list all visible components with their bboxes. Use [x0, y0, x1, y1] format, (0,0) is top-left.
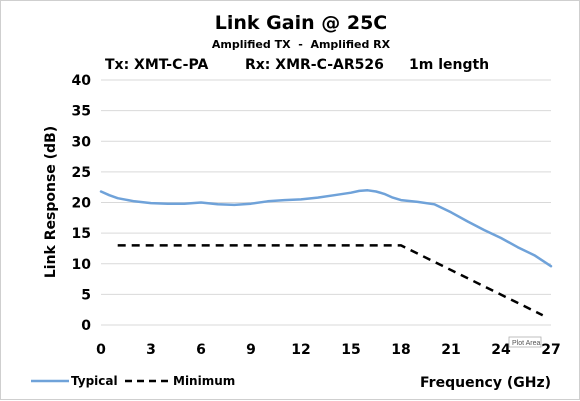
tx-label: Tx: XMT-C-PA — [105, 57, 208, 73]
x-tick-label: 12 — [291, 342, 310, 358]
x-tick-label: 3 — [146, 342, 156, 358]
series-lines — [99, 189, 553, 317]
rx-label: Rx: XMR-C-AR526 — [245, 57, 384, 73]
y-tick-label: 35 — [72, 104, 91, 120]
plot-area-tooltip: Plot Area — [508, 336, 542, 348]
chart-subtitle: Amplified TX - Amplified RX — [212, 38, 391, 51]
x-tick-label: 9 — [246, 342, 256, 358]
y-tick-label: 40 — [72, 73, 92, 89]
series-line-typical — [99, 189, 553, 268]
plot-area-tooltip-text: Plot Area — [512, 340, 541, 347]
y-tick-label: 25 — [72, 165, 91, 181]
y-tick-label: 30 — [72, 134, 92, 150]
legend: Typical Minimum — [31, 374, 235, 388]
x-tick-label: 18 — [391, 342, 410, 358]
x-tick-label: 27 — [541, 342, 560, 358]
x-tick-labels: 0 3 6 9 12 15 18 21 24 27 — [96, 342, 561, 358]
length-label: 1m length — [409, 57, 489, 73]
y-axis-title: Link Response (dB) — [43, 126, 59, 278]
y-tick-labels: 0 5 10 15 20 25 30 35 40 — [72, 73, 92, 334]
legend-typical-label: Typical — [71, 374, 118, 388]
y-tick-label: 20 — [72, 196, 92, 212]
x-tick-label: 6 — [196, 342, 206, 358]
x-tick-label: 21 — [441, 342, 460, 358]
y-tick-label: 0 — [81, 318, 91, 334]
legend-minimum-label: Minimum — [173, 374, 235, 388]
series-line-minimum — [117, 244, 544, 317]
y-tick-label: 5 — [81, 287, 91, 303]
x-tick-label: 15 — [341, 342, 360, 358]
y-tick-label: 10 — [72, 257, 92, 273]
y-tick-label: 15 — [72, 226, 91, 242]
x-tick-label: 0 — [96, 342, 106, 358]
x-axis-title: Frequency (GHz) — [420, 375, 551, 391]
x-tick-label: 24 — [491, 342, 511, 358]
chart-title: Link Gain @ 25C — [215, 12, 387, 34]
